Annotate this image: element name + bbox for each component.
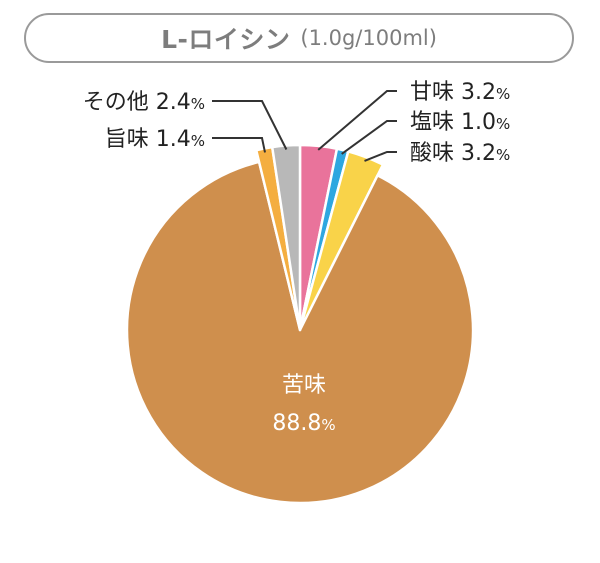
- slice-label-5: 旨味 1.4%: [105, 127, 205, 152]
- leader-lines: [212, 90, 397, 162]
- leader-line-5: [212, 137, 266, 153]
- slice-unit: %: [496, 146, 510, 164]
- leader-line-3: [364, 151, 397, 162]
- leader-line-1: [317, 90, 397, 151]
- slice-unit: %: [496, 115, 510, 133]
- slice-name: 酸味: [410, 141, 461, 166]
- slice-label-6: その他 2.4%: [83, 90, 205, 115]
- leader-line-2: [341, 120, 397, 155]
- slice-unit: %: [191, 132, 205, 150]
- slice-label-4-value: 88.8%: [272, 411, 335, 436]
- slice-value: 3.2: [461, 80, 496, 105]
- slice-value: 3.2: [461, 141, 496, 166]
- chart-subtitle: (1.0g/100ml): [300, 26, 437, 50]
- slice-label-4-name: 苦味: [282, 373, 326, 398]
- slice-name: 旨味: [105, 127, 156, 152]
- slice-label-1: 甘味 3.2%: [410, 80, 510, 105]
- leader-line-6: [212, 100, 288, 150]
- slice-name: 塩味: [410, 110, 461, 135]
- slice-value: 2.4: [156, 90, 191, 115]
- chart-title-box: L-ロイシン (1.0g/100ml): [24, 13, 574, 63]
- chart-title: L-ロイシン: [161, 25, 291, 54]
- pie-slices: [125, 143, 475, 505]
- slice-labels: 甘味 3.2%塩味 1.0%酸味 3.2%旨味 1.4%その他 2.4%苦味88…: [83, 80, 511, 436]
- pie-slice-4: [125, 160, 475, 505]
- pie-slice-3: [298, 150, 385, 332]
- pie-slice-6: [270, 143, 302, 332]
- slice-unit: %: [191, 95, 205, 113]
- slice-label-2: 塩味 1.0%: [410, 110, 510, 135]
- slice-unit: %: [496, 85, 510, 103]
- slice-value: 1.4: [156, 127, 191, 152]
- slice-label-3: 酸味 3.2%: [410, 141, 510, 166]
- slice-name: その他: [83, 90, 156, 115]
- slice-name: 甘味: [410, 80, 461, 105]
- slice-value: 1.0: [461, 110, 496, 135]
